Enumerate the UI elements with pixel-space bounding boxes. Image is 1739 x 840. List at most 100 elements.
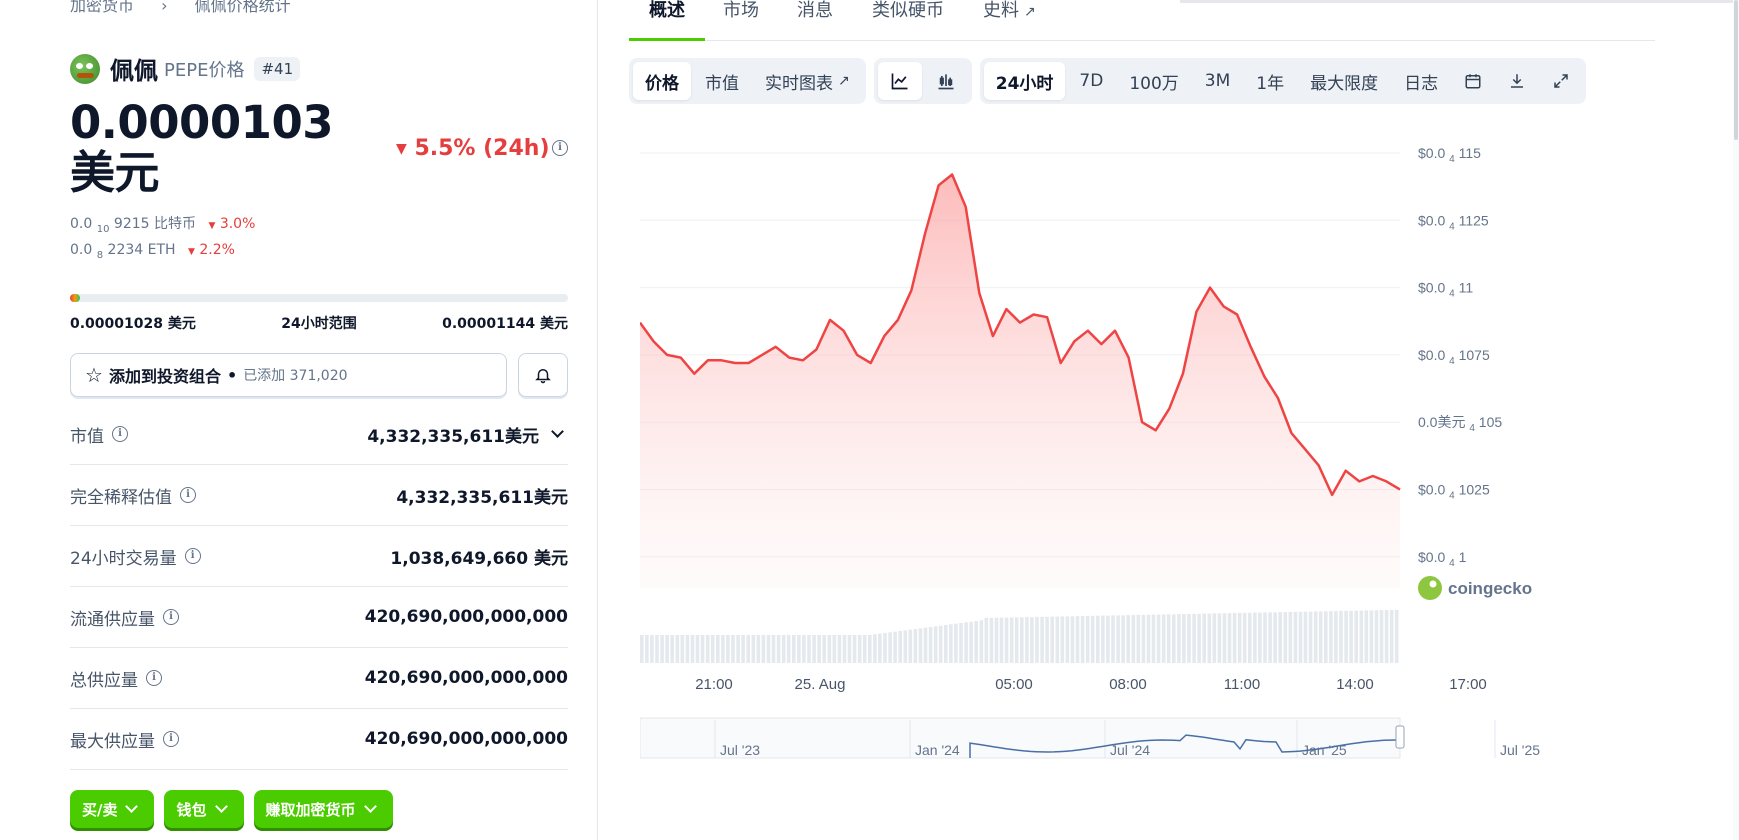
star-icon: ☆ [85,363,103,387]
price-chart[interactable]: $0.0 4 115 $0.0 4 1125 $0.0 4 11 $0.0 4 107… [638,130,1660,840]
volume-bar [969,621,973,663]
volume-bar [868,635,872,663]
volume-bar [1131,615,1136,663]
tab-historical-data[interactable]: 史料 ↗ [983,0,1036,22]
volume-bar [1354,610,1358,663]
volume-bar [1187,613,1191,663]
range-7d-button[interactable]: 7D [1079,71,1104,91]
tab-markets[interactable]: 市场 [723,0,759,21]
volume-bar [1172,614,1176,664]
wallet-button[interactable]: 钱包 [164,790,244,828]
range-1m-button[interactable]: 100万 [1129,73,1179,94]
volume-bar [1014,617,1019,663]
breadcrumb-item[interactable]: 加密货币 [70,0,135,15]
eth-price-digits: 2234 ETH [107,241,176,258]
download-button[interactable] [1496,62,1538,100]
volume-bar [883,633,887,663]
info-icon[interactable]: i [163,609,179,625]
price-chart-svg[interactable]: $0.0 4 115 $0.0 4 1125 $0.0 4 11 $0.0 4 107… [638,130,1660,840]
page-scrollbar[interactable] [1733,0,1739,840]
range-3m-button[interactable]: 3M [1204,71,1231,91]
line-chart-button[interactable] [877,62,922,100]
fullscreen-button[interactable] [1540,62,1582,100]
volume-bar [852,635,857,663]
volume-bar [680,635,685,663]
range-24h-button[interactable]: 24小时 [983,62,1066,100]
volume-bar [1141,614,1146,663]
chevron-down-icon [363,800,377,813]
volume-bar [705,635,710,663]
date-picker-button[interactable] [1452,62,1494,100]
earn-crypto-button[interactable]: 赚取加密货币 [253,790,393,828]
portfolio-separator: • [226,365,238,385]
chevron-down-icon[interactable] [551,425,564,438]
navigator-handle[interactable] [1395,725,1405,749]
volume-bar [944,625,948,663]
candlestick-chart-button[interactable] [924,62,968,100]
info-icon[interactable]: i [184,548,201,564]
price-alert-button[interactable] [518,353,568,397]
volume-bar [1121,615,1125,664]
volume-bar [1065,616,1070,663]
info-icon[interactable]: i [112,426,128,442]
stat-row-market-cap[interactable]: 市值 i 4,332,335,611美元 [70,404,568,465]
view-market-cap-button[interactable]: 市值 [705,73,739,94]
y-tick-label: $0.0 4 1025 [1418,482,1490,502]
info-icon[interactable]: i [146,670,162,686]
coin-price: 0.0000103 美元 [70,96,334,199]
volume-bar [1379,610,1384,663]
download-icon [1511,74,1524,88]
volume-bar [1080,616,1085,664]
volume-bar [923,627,928,663]
btc-change: ▼ 3.0% [208,216,255,232]
range-max-button[interactable]: 最大限度 [1310,73,1379,94]
volume-bar [1020,617,1024,664]
breadcrumb-item[interactable]: 佩佩价格统计 [194,0,291,15]
range-24h-labels: 0.00001028 美元 24小时范围 0.00001144 美元 [70,313,568,333]
stat-label: 24小时交易量 [70,548,177,569]
coingecko-logo-icon [1418,576,1442,600]
add-to-portfolio-button[interactable]: ☆ 添加到投资组合 • 已添加 371,020 [70,353,507,397]
volume-bar [771,635,776,663]
volume-bar [761,635,766,663]
info-icon[interactable]: i [552,140,568,156]
stat-row-fdv: 完全稀释估值 i 4,332,335,611美元 [70,465,568,526]
buy-sell-button[interactable]: 买/卖 [70,790,155,828]
chart-type-group [873,58,972,104]
volume-bar [1242,612,1247,663]
volume-bar [660,635,664,663]
eth-change: ▼ 2.2% [188,242,235,258]
volume-bar [1182,614,1186,664]
volume-bar [1349,610,1353,664]
stat-row-max-supply: 最大供应量 i 420,690,000,000,000 [70,709,568,770]
volume-bar [710,635,715,663]
coingecko-eye [1429,580,1437,588]
tab-overview[interactable]: 概述 [649,0,685,21]
range-navigator[interactable]: Jul '23 Jan '24 Jul '24 Jan '25 Jul '25 [639,717,1540,759]
view-live-chart-button[interactable]: 实时图表 ↗ [753,62,862,100]
range-log-button[interactable]: 日志 [1404,73,1439,94]
page-scrollbar-thumb[interactable] [1734,0,1738,140]
view-price-button[interactable]: 价格 [633,62,691,100]
volume-bar [933,626,938,663]
range-1y-button[interactable]: 1年 [1256,73,1285,94]
coin-symbol: PEPE价格 [164,59,245,81]
tab-news[interactable]: 消息 [797,0,833,21]
volume-bar [847,635,852,663]
chevron-down-icon [125,800,139,813]
stat-row-volume: 24小时交易量 i 1,038,649,660 美元 [70,526,568,587]
volume-bar [842,635,847,663]
wallet-label: 钱包 [176,800,207,819]
coin-rank-badge: #41 [254,56,301,81]
volume-bar [1156,614,1161,664]
x-axis: 21:00 25. Aug 05:00 08:00 11:00 14:00 17:00 [695,676,1487,693]
volume-bar [1339,610,1343,663]
info-icon[interactable]: i [163,731,179,747]
calendar-icon [1465,74,1481,89]
buy-sell-label: 买/卖 [82,800,118,819]
tab-similar-coins[interactable]: 类似硬币 [872,0,944,21]
info-icon[interactable]: i [180,487,196,503]
y-tick-label: $0.0 4 11 [1418,280,1473,300]
volume-bar [989,617,994,663]
volume-bar [1035,616,1039,663]
